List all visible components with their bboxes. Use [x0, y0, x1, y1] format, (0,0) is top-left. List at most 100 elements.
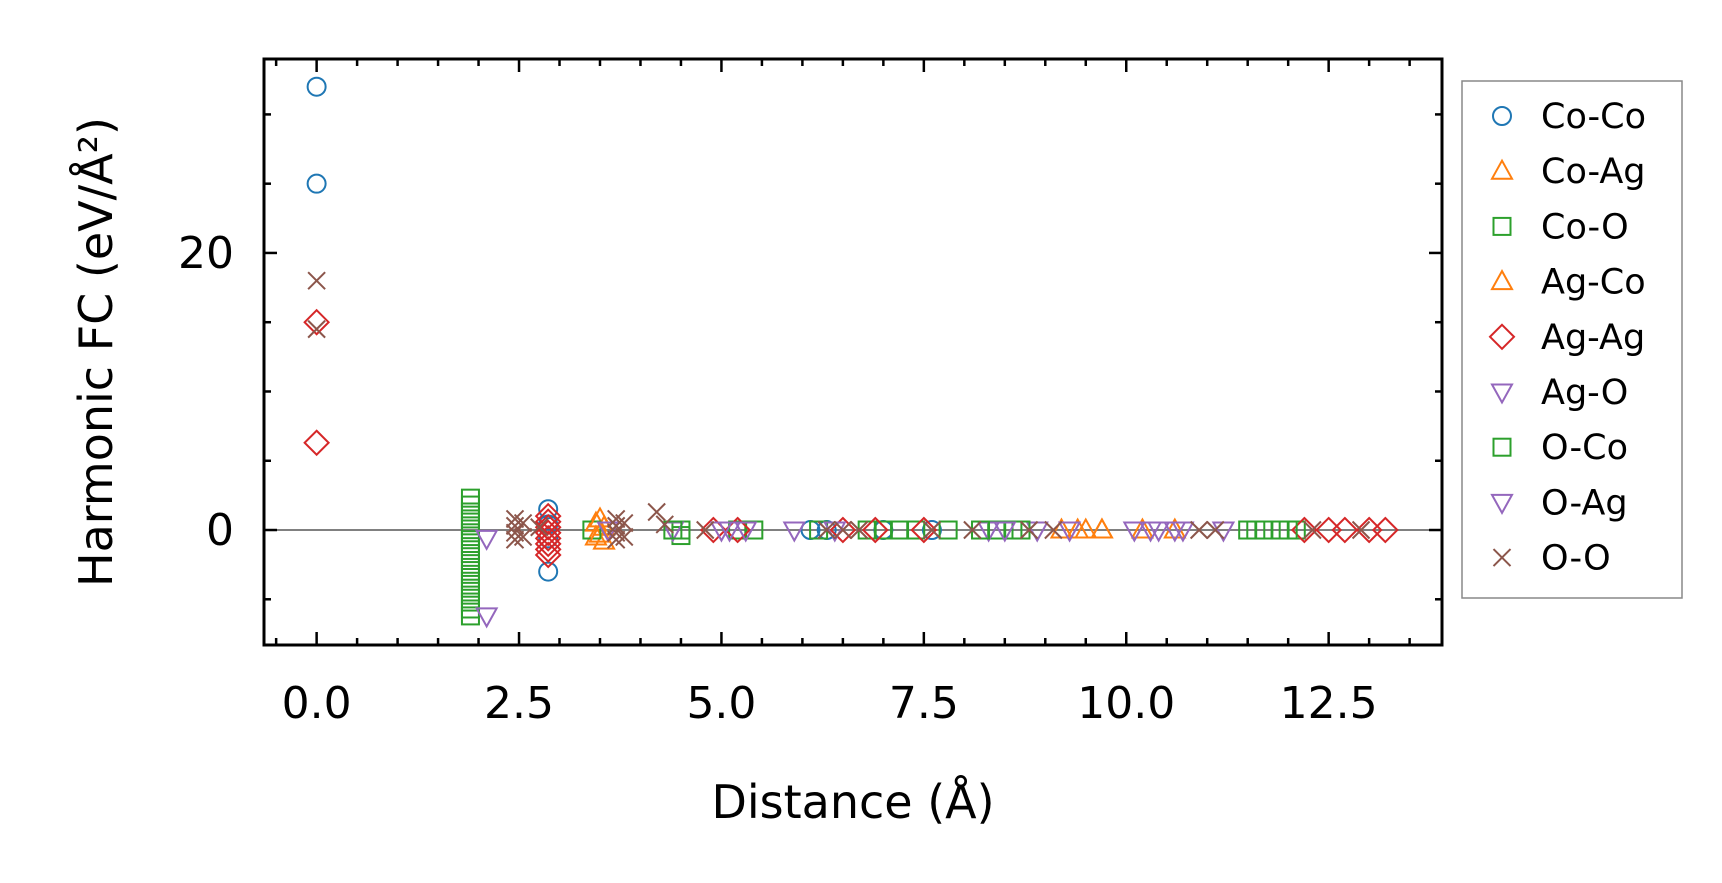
y-axis-label: Harmonic FC (eV/Å²)	[69, 117, 123, 587]
legend-marker	[1492, 437, 1512, 457]
y-tick-label: 0	[206, 505, 234, 556]
data-point	[782, 521, 807, 543]
data-point	[906, 520, 926, 540]
legend-marker	[1490, 158, 1514, 180]
data-point	[647, 502, 666, 522]
data-point	[1278, 520, 1298, 540]
data-point	[1371, 516, 1399, 544]
legend-label: Co-Ag	[1541, 152, 1646, 192]
data-point	[534, 502, 562, 530]
data-point	[596, 521, 620, 543]
data-point	[829, 516, 857, 544]
data-point	[993, 521, 1017, 543]
data-point	[303, 429, 331, 457]
legend-marker	[1490, 493, 1514, 515]
data-point	[709, 521, 734, 543]
data-point	[307, 319, 326, 339]
data-point	[534, 541, 562, 569]
legend-item: Co-O	[1492, 207, 1629, 247]
plot-frame	[262, 57, 1444, 647]
data-point	[303, 308, 331, 336]
data-points-layer	[303, 76, 1399, 629]
data-point	[861, 516, 889, 544]
data-point	[1163, 517, 1187, 539]
legend-label: Ag-Ag	[1541, 318, 1645, 358]
legend-marker	[1490, 383, 1514, 405]
data-point	[513, 527, 533, 547]
data-point	[938, 520, 958, 540]
data-point	[1303, 520, 1322, 540]
legend-item: Ag-O	[1490, 373, 1628, 413]
x-tick-label: 10.0	[1077, 678, 1175, 729]
legend-label: Co-O	[1541, 207, 1629, 247]
data-point	[534, 513, 562, 541]
data-point	[1122, 521, 1147, 543]
legend-marker	[1490, 269, 1514, 291]
legend-item: O-Ag	[1490, 483, 1628, 523]
legend-item: O-O	[1492, 539, 1611, 579]
x-axis-label: Distance (Å)	[711, 775, 994, 829]
tick-labels-layer: 0.0 2.5 5.0 7.5 10.0 12.5 0 20	[178, 228, 1378, 729]
data-point	[1171, 521, 1195, 543]
data-point	[460, 606, 480, 626]
data-point	[1206, 520, 1225, 540]
legend-label: O-Co	[1541, 428, 1628, 468]
legend-label: Ag-Co	[1541, 263, 1646, 303]
data-point	[474, 607, 499, 629]
legend-marker	[1492, 548, 1512, 567]
data-point	[663, 520, 683, 540]
data-point	[307, 271, 326, 290]
legend-item: Co-Co	[1492, 97, 1646, 137]
y-tick-label: 20	[178, 228, 234, 279]
data-point	[1130, 517, 1155, 539]
data-point	[1044, 520, 1063, 540]
legend-item: O-Co	[1492, 428, 1628, 468]
data-point	[1019, 520, 1039, 540]
x-tick-label: 12.5	[1280, 678, 1378, 729]
legend-label: O-O	[1541, 539, 1611, 579]
axis-ticks-layer	[264, 59, 1442, 645]
data-point	[1246, 520, 1266, 540]
legend-item: Co-Ag	[1490, 152, 1646, 192]
data-point	[921, 520, 942, 541]
data-point	[513, 513, 533, 533]
data-point	[1351, 520, 1371, 540]
data-point	[1331, 516, 1359, 544]
data-point	[1065, 517, 1090, 539]
data-point	[534, 535, 562, 563]
data-point	[474, 529, 499, 551]
x-tick-label: 5.0	[686, 678, 756, 729]
series-o-o	[307, 271, 1371, 549]
data-point	[655, 515, 674, 534]
data-point	[538, 499, 559, 520]
data-point	[534, 530, 562, 558]
data-point	[306, 76, 327, 97]
legend-item: Ag-Ag	[1488, 318, 1645, 358]
data-point	[922, 520, 942, 540]
data-point	[306, 173, 327, 194]
data-point	[1090, 517, 1114, 539]
data-point	[849, 520, 869, 540]
data-point	[1138, 521, 1163, 543]
data-point	[534, 508, 562, 536]
data-point	[530, 518, 549, 537]
legend-marker	[1492, 216, 1512, 236]
data-point	[833, 520, 853, 540]
legend-label: Co-Co	[1541, 97, 1646, 137]
x-tick-label: 0.0	[282, 678, 352, 729]
legend-label: O-Ag	[1541, 483, 1628, 523]
legend-item: Ag-Co	[1490, 263, 1646, 303]
data-point	[734, 521, 758, 543]
data-point	[817, 520, 836, 540]
legend: Co-Co Co-Ag Co-O Ag-Co Ag-Ag Ag-O O-Co O-Ag O-O	[1461, 80, 1683, 599]
legend-marker	[1488, 323, 1516, 351]
data-point	[1189, 520, 1209, 540]
data-point	[615, 527, 634, 547]
data-point	[696, 520, 715, 540]
x-tick-label: 2.5	[484, 678, 554, 729]
data-point	[615, 513, 634, 533]
data-point	[588, 521, 612, 543]
data-point	[963, 520, 982, 540]
